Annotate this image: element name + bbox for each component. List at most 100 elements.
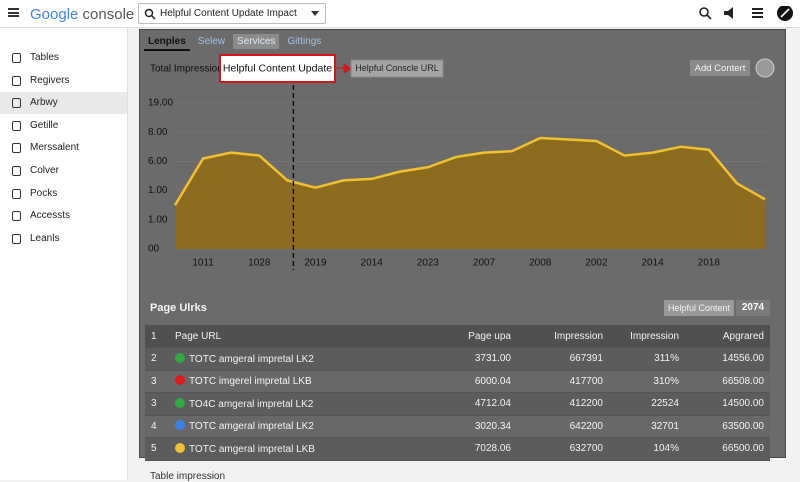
add-button-label[interactable]: Add Contert [695, 63, 746, 74]
status-dot [175, 352, 185, 363]
table-cell: TOTC imgerel impretal LKB [169, 370, 409, 393]
sidebar-icon [12, 98, 21, 109]
table-cell: 417700 [517, 370, 609, 393]
header-cell: 1 [145, 325, 169, 348]
cell-text: TOTC amgeral impretal LKB [189, 443, 315, 455]
tab[interactable]: Services [233, 34, 280, 49]
logo-console: console [82, 6, 135, 23]
cell-text: 3731.00 [474, 353, 511, 365]
table-row[interactable]: 5 TOTC amgeral impretal LKB 7028.06 632700 1… [145, 437, 770, 461]
table-cell: 4712.04 [409, 392, 517, 416]
search-box[interactable]: Helpful Content Update Impact [138, 3, 326, 24]
x-tick-label: 1028 [248, 258, 271, 269]
sidebar-item[interactable]: Accessts [0, 205, 127, 227]
logo[interactable]: Google console [30, 6, 134, 23]
table-cell: 4 [145, 415, 169, 438]
x-tick-label: 1011 [192, 258, 214, 269]
x-tick-label: 2008 [529, 258, 552, 269]
tabs: Lenples Selew Services Gittings [144, 30, 444, 52]
cell-text: TOTC imgerel impretal LKB [189, 376, 312, 388]
y-tick-label: 8.00 [148, 127, 168, 138]
sidebar-icon [12, 188, 21, 199]
table-cell: 6000.04 [409, 370, 517, 393]
sidebar-label: Getille [30, 119, 59, 131]
sidebar: Tables Regivers Arbwy Getille Merssalent Colv… [0, 28, 128, 480]
table-row[interactable]: 2 TOTC amgeral impretal LK2 3731.00 667391 3… [145, 347, 770, 371]
sidebar-label: Tables [30, 52, 59, 63]
table-row[interactable]: 4 TOTC amgeral impretal LK2 3020.34 642200 3… [145, 415, 770, 438]
table-cell: 2 [145, 347, 169, 371]
table-cell: 642200 [517, 415, 609, 438]
cell-text: 66508.00 [722, 375, 764, 387]
sidebar-item[interactable]: Merssalent [0, 137, 127, 159]
sidebar-label: Pocks [30, 187, 58, 199]
tab[interactable]: Selew [197, 36, 226, 47]
sidebar-item[interactable]: Leanls [0, 228, 127, 250]
sidebar-label: Merssalent [30, 142, 79, 154]
footer-text: Table impression [150, 471, 226, 482]
table-cell: 104% [609, 437, 685, 461]
tab[interactable]: Lenples [144, 34, 190, 51]
cell-text: 7028.06 [474, 443, 511, 455]
header-cell: Impression [517, 325, 609, 348]
sidebar-icon [12, 120, 21, 131]
filter-chip[interactable]: Helpful Content [664, 300, 734, 316]
sidebar-icon [12, 75, 21, 86]
table-cell: 3 [145, 370, 169, 393]
toolbar-icons[interactable] [698, 6, 798, 24]
table-cell: 63500.00 [685, 415, 770, 438]
add-button[interactable] [690, 60, 750, 76]
cell-text: 667391 [569, 353, 603, 365]
y-tick-label: 6.00 [148, 156, 168, 167]
sidebar-item[interactable]: Arbwy [0, 92, 127, 115]
table-cell: 66508.00 [685, 370, 770, 393]
x-tick-label: 2007 [473, 258, 496, 269]
table-cell: 14556.00 [685, 347, 770, 371]
annotation-label: Helpful Content Update [223, 62, 332, 74]
sidebar-item[interactable]: Regivers [0, 70, 127, 92]
table-cell: 310% [609, 370, 685, 393]
table-row[interactable]: 3 TOTC imgerel impretal LKB 6000.04 417700 3… [145, 370, 770, 393]
cell-text: 2 [151, 353, 157, 365]
table-cell: 14500.00 [685, 392, 770, 416]
sidebar-icon [12, 143, 21, 154]
table-cell: TOTC amgeral impretal LK2 [169, 347, 409, 371]
data-table: 1 Page URL Page upa Impression Impression Apg… [145, 325, 770, 461]
y-tick-label: 1.00 [148, 185, 168, 196]
cell-text: 632700 [569, 443, 603, 455]
tab[interactable]: Gittings [287, 36, 322, 47]
annotation-link[interactable]: Helpful Conscle URL [355, 63, 439, 73]
status-dot [175, 442, 185, 453]
edit-icon[interactable] [755, 58, 775, 78]
menu-icon[interactable] [8, 8, 19, 17]
cell-text: 311% [654, 353, 679, 365]
x-tick-label: 2002 [585, 258, 608, 269]
sidebar-item[interactable]: Pocks [0, 183, 127, 205]
sidebar-label: Regivers [30, 74, 70, 86]
sidebar-label: Leanls [30, 232, 60, 244]
search-text: Helpful Content Update Impact [160, 8, 297, 19]
table-cell: 5 [145, 437, 169, 461]
cell-text: 14500.00 [722, 398, 764, 410]
x-tick-label: 2014 [641, 258, 664, 269]
search-icon [144, 8, 156, 20]
sidebar-item[interactable]: Colver [0, 160, 127, 182]
header-cell: Apgrared [685, 325, 770, 348]
sidebar-icon [12, 211, 21, 222]
chart-title: Total Impressions [150, 64, 228, 75]
table-cell: 3731.00 [409, 347, 517, 371]
table-cell: 667391 [517, 347, 609, 371]
cell-text: 310% [653, 375, 679, 387]
sidebar-item[interactable]: Tables [0, 47, 127, 69]
cell-text: 63500.00 [722, 420, 764, 432]
sidebar-label: Accessts [30, 210, 71, 222]
cell-text: 6000.04 [474, 375, 511, 387]
table-cell: 3 [145, 392, 169, 416]
sidebar-label: Arbwy [30, 97, 58, 109]
x-tick-label: 2014 [361, 258, 384, 269]
sidebar-item[interactable]: Getille [0, 115, 127, 137]
count-badge: 2074 [736, 300, 770, 316]
logo-google: Google [30, 6, 79, 23]
table-row[interactable]: 3 TO4C amgeral impretal LK2 4712.04 412200 2… [145, 392, 770, 416]
annotation-link-box[interactable] [350, 59, 444, 78]
